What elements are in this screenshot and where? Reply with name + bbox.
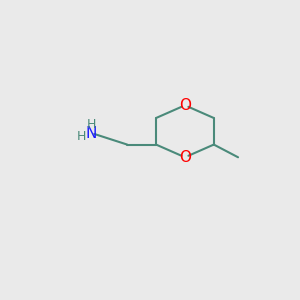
Text: O: O xyxy=(179,150,191,165)
Text: H: H xyxy=(87,118,96,131)
Text: O: O xyxy=(179,98,191,113)
Text: N: N xyxy=(86,125,97,140)
Text: H: H xyxy=(76,130,86,143)
